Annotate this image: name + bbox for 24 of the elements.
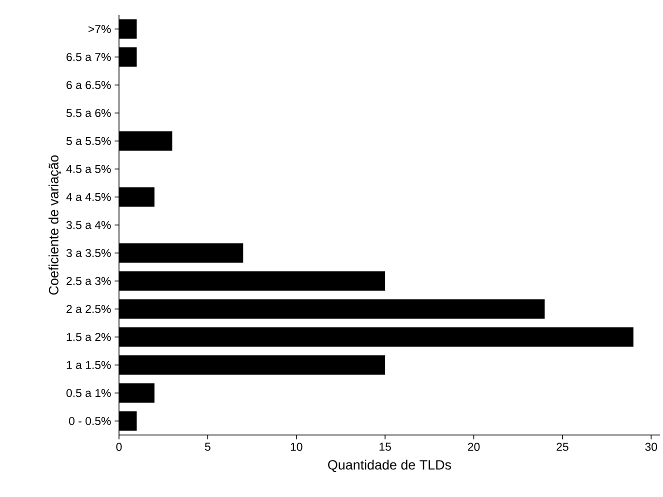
x-tick-label: 30 <box>645 442 658 451</box>
y-tick-label: >7% <box>88 24 111 34</box>
y-tick-label: 3 a 3.5% <box>66 248 111 258</box>
y-tick-label: 3.5 a 4% <box>66 220 111 230</box>
y-tick-label: 5 a 5.5% <box>66 136 111 146</box>
x-axis-title: Quantidade de TLDs <box>328 460 452 472</box>
y-tick-label: 1 a 1.5% <box>66 360 111 370</box>
y-tick-label: 4.5 a 5% <box>66 164 111 174</box>
y-tick-label: 2.5 a 3% <box>66 276 111 286</box>
x-tick-label: 5 <box>204 442 210 451</box>
x-tick-label: 15 <box>380 442 391 451</box>
y-tick-label: 6 a 6.5% <box>66 80 111 90</box>
y-tick-label: 5.5 a 6% <box>66 108 111 118</box>
y-tick-label: 1.5 a 2% <box>66 332 111 342</box>
y-tick-label: 0.5 a 1% <box>66 388 111 398</box>
y-tick-label: 0 - 0.5% <box>69 416 111 426</box>
y-tick-label: 2 a 2.5% <box>66 304 111 314</box>
x-tick-label: 25 <box>556 442 568 451</box>
x-tick-label: 0 <box>116 442 122 451</box>
x-tick-label: 10 <box>290 442 302 451</box>
x-tick-label: 20 <box>468 442 480 451</box>
y-axis-title: Coeficiente de variação <box>48 155 62 295</box>
y-tick-label: 6.5 a 7% <box>66 52 111 62</box>
y-tick-label: 4 a 4.5% <box>66 192 111 202</box>
